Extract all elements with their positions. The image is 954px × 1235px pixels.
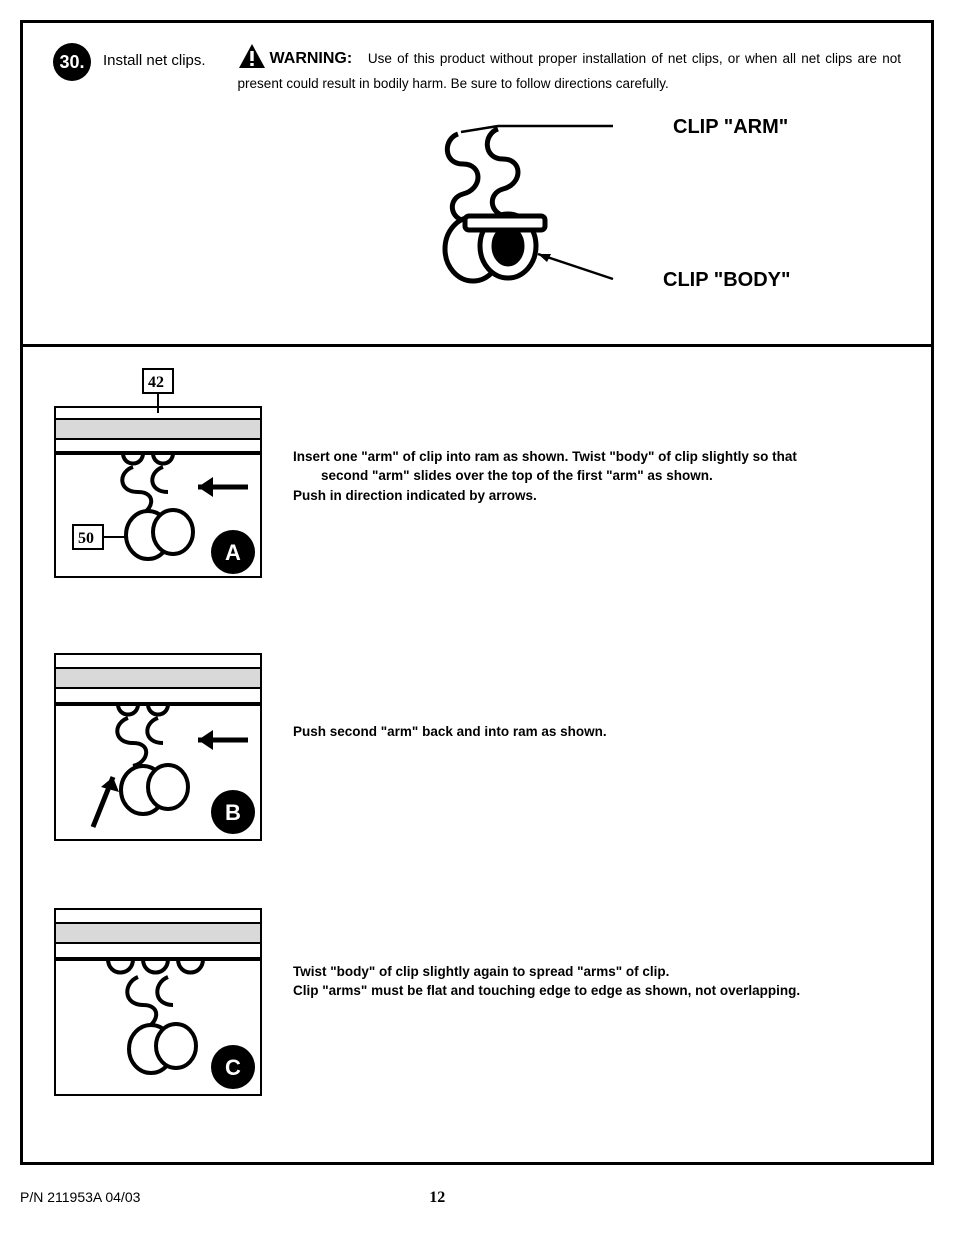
clip-svg — [403, 104, 623, 304]
substep-c-diagram: C — [53, 907, 263, 1102]
substep-c-line1: Twist "body" of clip slightly again to s… — [293, 964, 669, 979]
substep-b-diagram: B — [53, 652, 263, 847]
step-number: 30. — [59, 52, 84, 73]
substep-b: B Push second "arm" back and into ram as… — [53, 652, 901, 847]
page-footer: P/N 211953A 04/03 12 — [0, 1185, 954, 1217]
warning-icon — [238, 43, 266, 75]
substep-a-diagram: 42 — [53, 367, 263, 592]
substep-b-text: Push second "arm" back and into ram as s… — [293, 652, 607, 742]
substep-a: 42 — [53, 367, 901, 592]
bottom-section: 42 — [23, 347, 931, 1162]
substep-c-text: Twist "body" of clip slightly again to s… — [293, 907, 800, 1001]
clip-arm-label: CLIP "ARM" — [673, 116, 788, 139]
substep-a-line3: Push in direction indicated by arrows. — [293, 488, 537, 503]
substep-a-text: Insert one "arm" of clip into ram as sho… — [293, 367, 797, 506]
page-number: 12 — [429, 1189, 445, 1207]
substep-c-letter: C — [225, 1055, 241, 1080]
substep-a-line2: second "arm" slides over the top of the … — [293, 466, 797, 486]
part-50-label: 50 — [78, 530, 94, 547]
substep-c-line2: Clip "arms" must be flat and touching ed… — [293, 983, 800, 998]
step-title: Install net clips. — [103, 43, 206, 69]
clip-overview-diagram: CLIP "ARM" CLIP "BODY" — [53, 104, 901, 324]
top-section: 30. Install net clips. WARNING: Use of t… — [23, 23, 931, 347]
warning-label: WARNING: — [270, 50, 353, 67]
step-number-badge: 30. — [53, 43, 91, 81]
substep-a-letter: A — [225, 540, 241, 565]
substep-c: C Twist "body" of clip slightly again to… — [53, 907, 901, 1102]
page-frame: 30. Install net clips. WARNING: Use of t… — [20, 20, 934, 1165]
part-number-footer: P/N 211953A 04/03 — [20, 1189, 140, 1207]
substep-b-letter: B — [225, 800, 241, 825]
part-42-label: 42 — [148, 374, 164, 391]
clip-body-label: CLIP "BODY" — [663, 269, 791, 292]
substep-b-line: Push second "arm" back and into ram as s… — [293, 724, 607, 739]
warning-block: WARNING: Use of this product without pro… — [218, 43, 901, 94]
step-header-row: 30. Install net clips. WARNING: Use of t… — [53, 43, 901, 94]
substep-a-line1: Insert one "arm" of clip into ram as sho… — [293, 449, 797, 464]
